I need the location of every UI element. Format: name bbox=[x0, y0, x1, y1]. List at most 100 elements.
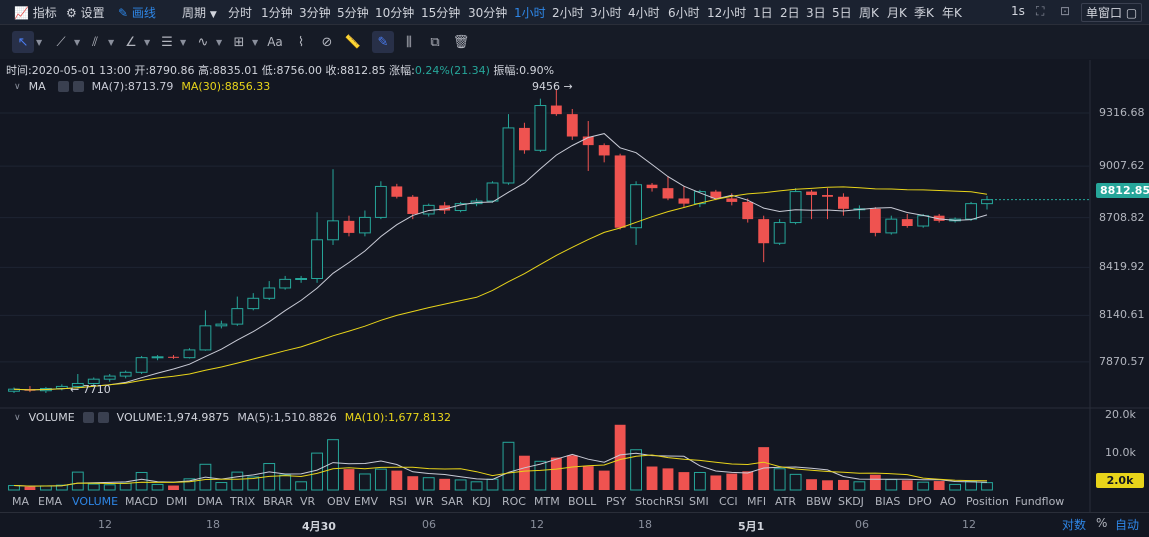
speed-label[interactable]: 1s bbox=[1011, 4, 1025, 18]
interval-option-6[interactable]: 30分钟 bbox=[468, 6, 508, 20]
volume-bar-4[interactable] bbox=[71, 471, 84, 491]
interval-option-5[interactable]: 15分钟 bbox=[421, 6, 461, 20]
caret-down-icon[interactable]: ▼ bbox=[216, 38, 223, 47]
volume-bar-31[interactable] bbox=[502, 441, 515, 491]
volume-bar-26[interactable] bbox=[422, 477, 435, 491]
indicator-tab-1[interactable]: EMA bbox=[38, 495, 62, 508]
candle-9[interactable] bbox=[151, 355, 164, 361]
window-mode-select[interactable]: 单窗口 ▢ bbox=[1081, 3, 1143, 22]
indicator-tab-25[interactable]: SKDJ bbox=[838, 495, 864, 508]
volume-bar-27[interactable] bbox=[439, 478, 451, 490]
horizontal-lines-icon[interactable]: ☰ bbox=[161, 34, 173, 50]
angle-icon[interactable]: ∠ bbox=[125, 34, 137, 50]
indicator-button[interactable]: 📈 指标 bbox=[14, 4, 57, 21]
candle-10[interactable] bbox=[168, 355, 179, 359]
volume-bar-50[interactable] bbox=[806, 479, 817, 490]
candle-53[interactable] bbox=[853, 205, 866, 220]
interval-option-3[interactable]: 5分钟 bbox=[337, 6, 369, 20]
close-icon[interactable] bbox=[97, 412, 109, 423]
volume-bar-16[interactable] bbox=[263, 463, 276, 491]
volume-bar-18[interactable] bbox=[295, 481, 308, 491]
caret-down-icon[interactable]: ▼ bbox=[144, 38, 151, 47]
interval-option-4[interactable]: 10分钟 bbox=[375, 6, 415, 20]
interval-option-7[interactable]: 1小时 bbox=[514, 6, 546, 20]
candle-56[interactable] bbox=[901, 213, 913, 228]
candle-13[interactable] bbox=[215, 320, 228, 329]
volume-bar-43[interactable] bbox=[693, 471, 706, 491]
draw-button[interactable]: ✎ 画线 bbox=[118, 4, 156, 21]
volume-bar-22[interactable] bbox=[358, 473, 371, 491]
settings-button[interactable]: ⚙ 设置 bbox=[66, 4, 105, 21]
volume-bar-49[interactable] bbox=[789, 473, 802, 491]
volume-bar-37[interactable] bbox=[598, 470, 610, 490]
volume-bar-51[interactable] bbox=[822, 480, 833, 490]
volume-bar-28[interactable] bbox=[454, 479, 467, 491]
candle-16[interactable] bbox=[263, 281, 276, 301]
indicator-tab-26[interactable]: BIAS bbox=[875, 495, 901, 508]
candle-22[interactable] bbox=[358, 210, 371, 237]
candle-51[interactable] bbox=[822, 188, 833, 220]
indicator-tab-23[interactable]: ATR bbox=[775, 495, 797, 508]
volume-bar-60[interactable] bbox=[965, 480, 977, 491]
candle-32[interactable] bbox=[519, 122, 530, 154]
indicator-tab-21[interactable]: CCI bbox=[719, 495, 738, 508]
volume-bar-25[interactable] bbox=[407, 476, 419, 490]
caret-down-icon[interactable]: ▼ bbox=[108, 38, 115, 47]
volume-bar-44[interactable] bbox=[710, 475, 722, 490]
volume-bar-3[interactable] bbox=[55, 484, 68, 491]
collapse-chevron-icon[interactable]: ∨ bbox=[14, 81, 21, 92]
ruler-icon[interactable]: 📏 bbox=[344, 34, 362, 50]
candle-57[interactable] bbox=[917, 213, 930, 228]
candle-60[interactable] bbox=[965, 201, 977, 221]
candle-26[interactable] bbox=[422, 203, 435, 217]
candle-7[interactable] bbox=[119, 370, 132, 379]
interval-option-14[interactable]: 2日 bbox=[780, 6, 800, 20]
indicator-tab-12[interactable]: WR bbox=[415, 495, 434, 508]
candle-35[interactable] bbox=[566, 108, 578, 140]
volume-bar-52[interactable] bbox=[838, 479, 849, 490]
indicator-tab-9[interactable]: OBV bbox=[327, 495, 351, 508]
indicator-tab-14[interactable]: KDJ bbox=[472, 495, 491, 508]
screenshot-icon[interactable]: ⊡ bbox=[1060, 4, 1071, 18]
candle-28[interactable] bbox=[454, 201, 467, 213]
candle-3[interactable] bbox=[55, 384, 68, 391]
candle-44[interactable] bbox=[710, 189, 722, 201]
indicator-tab-17[interactable]: BOLL bbox=[568, 495, 597, 508]
volume-bar-24[interactable] bbox=[391, 470, 403, 490]
candle-38[interactable] bbox=[614, 153, 626, 230]
wave-icon[interactable]: ∿ bbox=[197, 34, 209, 50]
interval-option-19[interactable]: 季K bbox=[914, 6, 934, 20]
interval-option-1[interactable]: 1分钟 bbox=[261, 6, 293, 20]
indicator-tab-11[interactable]: RSI bbox=[389, 495, 407, 508]
volume-bar-54[interactable] bbox=[869, 474, 881, 490]
indicator-tab-10[interactable]: EMV bbox=[354, 495, 378, 508]
indicator-tab-18[interactable]: PSY bbox=[606, 495, 627, 508]
interval-option-2[interactable]: 3分钟 bbox=[299, 6, 331, 20]
interval-option-20[interactable]: 年K bbox=[942, 6, 962, 20]
indicator-tab-2[interactable]: VOLUME bbox=[72, 495, 119, 508]
interval-option-8[interactable]: 2小时 bbox=[552, 6, 584, 20]
indicator-tab-5[interactable]: DMA bbox=[197, 495, 223, 508]
candle-39[interactable] bbox=[630, 181, 643, 245]
close-icon[interactable] bbox=[72, 81, 84, 92]
brush-icon[interactable]: ⌇ bbox=[297, 34, 305, 50]
candle-29[interactable] bbox=[470, 198, 483, 207]
indicator-tab-22[interactable]: MFI bbox=[747, 495, 767, 508]
volume-bar-20[interactable] bbox=[327, 439, 339, 491]
volume-bar-55[interactable] bbox=[885, 479, 898, 491]
interval-option-12[interactable]: 12小时 bbox=[707, 6, 747, 20]
volume-bar-2[interactable] bbox=[39, 485, 52, 491]
caret-down-icon[interactable]: ▼ bbox=[74, 38, 81, 47]
log-scale-toggle[interactable]: 对数 bbox=[1062, 518, 1087, 532]
volume-bar-5[interactable] bbox=[87, 483, 100, 491]
crosshair-grid-icon[interactable]: ⊞ bbox=[233, 34, 245, 50]
volume-bar-13[interactable] bbox=[215, 482, 228, 491]
interval-option-16[interactable]: 5日 bbox=[832, 6, 852, 20]
interval-option-13[interactable]: 1日 bbox=[753, 6, 773, 20]
candle-55[interactable] bbox=[885, 215, 898, 235]
candle-41[interactable] bbox=[662, 176, 674, 201]
candle-31[interactable] bbox=[502, 114, 515, 185]
indicator-tab-19[interactable]: StochRSI bbox=[635, 495, 684, 508]
candle-25[interactable] bbox=[407, 195, 419, 220]
volume-bar-14[interactable] bbox=[231, 471, 244, 491]
